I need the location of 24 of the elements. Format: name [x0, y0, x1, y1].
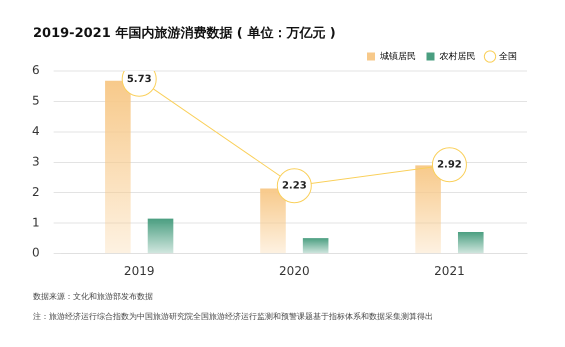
- chart-title: 2019-2021 年国内旅游消费数据 ( 单位：万亿元 ): [32, 25, 337, 42]
- data-label: 2.92: [437, 159, 462, 170]
- y-tick-label: 5: [32, 94, 40, 108]
- legend-label: 农村居民: [440, 50, 476, 62]
- legend-label: 城镇居民: [379, 50, 416, 62]
- y-tick-label: 4: [32, 124, 40, 138]
- text: 注：旅游经济运行综合指数为中国旅游研究院全国旅游经济运行监测和预警课题基于指标体系和数据采集测算得出: [32, 311, 434, 322]
- x-tick-label: 2021: [434, 264, 465, 278]
- y-tick-label: 0: [32, 246, 40, 260]
- bar: [260, 188, 286, 254]
- bar: [105, 80, 131, 254]
- y-tick-label: 1: [32, 215, 40, 230]
- legend-label: 全国: [499, 50, 517, 62]
- bar: [302, 238, 328, 254]
- x-tick-label: 2019: [124, 264, 154, 278]
- data-label: 2.23: [282, 180, 307, 192]
- y-tick-label: 2: [32, 184, 40, 199]
- bar: [458, 232, 484, 254]
- y-tick-label: 3: [32, 154, 40, 168]
- source-note: 数据来源：文化和旅游部发布数据: [32, 291, 154, 302]
- x-tick-label: 2020: [279, 264, 310, 278]
- bar: [148, 218, 174, 254]
- data-label: 5.73: [126, 74, 152, 85]
- y-tick-label: 6: [32, 63, 40, 78]
